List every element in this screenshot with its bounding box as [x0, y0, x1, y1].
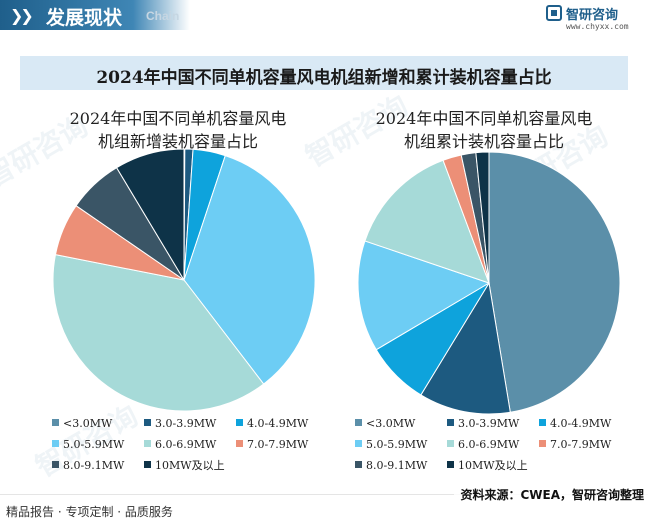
legend-swatch — [236, 419, 243, 426]
legend-label: 4.0-4.9MW — [247, 417, 309, 430]
pie-title-line: 机组新增装机容量占比 — [98, 132, 258, 151]
pie-slice-5.0-5.9MW — [357, 240, 491, 351]
chart-title-bar: 2024年中国不同单机容量风电机组新增和累计装机容量占比 — [20, 56, 628, 90]
legend-label: 5.0-5.9MW — [63, 438, 125, 451]
legend-label: 5.0-5.9MW — [366, 438, 428, 451]
legend-label: 4.0-4.9MW — [550, 417, 612, 430]
legend-label: 6.0-6.9MW — [458, 438, 520, 451]
legend-swatch — [447, 440, 454, 447]
legend-swatch — [52, 440, 59, 447]
chart-title: 2024年中国不同单机容量风电机组新增和累计装机容量占比 — [96, 68, 552, 88]
legend-label: <3.0MW — [366, 417, 416, 430]
legend-swatch — [144, 419, 151, 426]
brand-url: www.chyxx.com — [566, 22, 629, 31]
footer: 精品报告 · 专项定制 · 品质服务 资料来源：CWEA，智研咨询整理 — [0, 483, 648, 519]
footer-tagline: 精品报告 · 专项定制 · 品质服务 — [6, 505, 173, 519]
legend-label: 7.0-7.9MW — [550, 438, 612, 451]
section-title: 发展现状 — [46, 7, 123, 29]
pie-slice-6.0-6.9MW — [364, 159, 490, 284]
section-subtitle: Chain — [146, 9, 180, 23]
legend-label: 3.0-3.9MW — [458, 417, 520, 430]
legend-label: 7.0-7.9MW — [247, 438, 309, 451]
legend-swatch — [539, 440, 546, 447]
legend-swatch — [52, 419, 59, 426]
legend-swatch — [355, 419, 362, 426]
pie-title-line: 2024年中国不同单机容量风电 — [70, 109, 287, 128]
legend-swatch — [144, 440, 151, 447]
legend-label: 3.0-3.9MW — [155, 417, 217, 430]
pie-slice-10MW及以上 — [115, 148, 185, 282]
legend-swatch — [236, 440, 243, 447]
pie-slice-10MW及以上 — [475, 151, 490, 284]
legend-label: 8.0-9.1MW — [366, 459, 428, 472]
legend-swatch — [447, 461, 454, 468]
brand-logo-icon — [546, 5, 562, 21]
legend-swatch — [144, 461, 151, 468]
legend-swatch — [52, 461, 59, 468]
pie-slice-3.0-3.9MW — [420, 281, 511, 415]
legend-label: 6.0-6.9MW — [155, 438, 217, 451]
header-banner — [0, 0, 190, 30]
brand-name: 智研咨询 — [566, 8, 619, 23]
legend-label: <3.0MW — [63, 417, 113, 430]
pie-slice-<3.0MW — [488, 151, 621, 413]
page-header: ❯❯ 发展现状 Chain 智研咨询 www.chyxx.com — [0, 0, 648, 31]
legend-swatch — [355, 440, 362, 447]
legend-label: 10MW及以上 — [155, 459, 225, 472]
legend-label: 10MW及以上 — [458, 459, 528, 472]
pie-title-line: 机组累计装机容量占比 — [404, 132, 564, 151]
legend-swatch — [447, 419, 454, 426]
legend-swatch — [355, 461, 362, 468]
pie-title-line: 2024年中国不同单机容量风电 — [376, 109, 593, 128]
source-note: 资料来源：CWEA，智研咨询整理 — [454, 483, 648, 507]
pie-slice-6.0-6.9MW — [52, 254, 265, 412]
legend-swatch — [539, 419, 546, 426]
legend-label: 8.0-9.1MW — [63, 459, 125, 472]
brand: 智研咨询 www.chyxx.com — [546, 3, 636, 31]
double-chevron-icon: ❯❯ — [10, 6, 34, 25]
pie-slice-5.0-5.9MW — [183, 155, 316, 385]
